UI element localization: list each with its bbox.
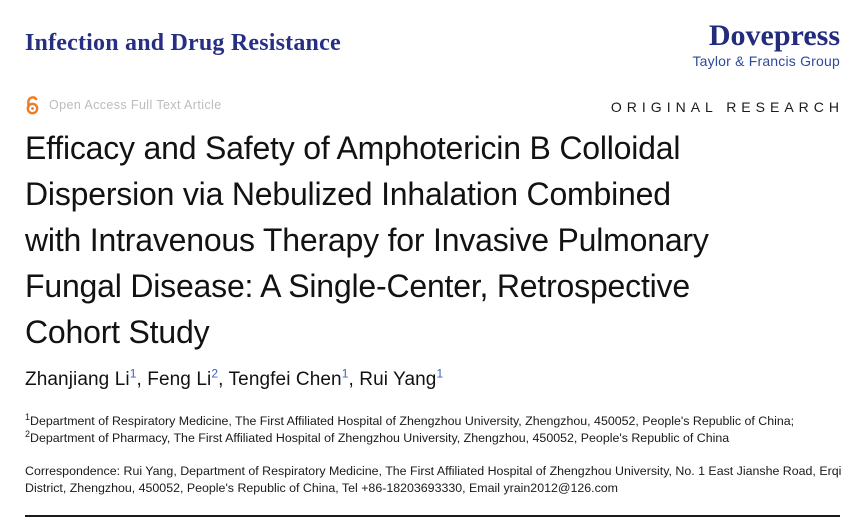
article-title-line: Dispersion via Nebulized Inhalation Comb… xyxy=(25,176,671,212)
article-title: Efficacy and Safety of Amphotericin B Co… xyxy=(25,125,709,355)
author-list: Zhanjiang Li1, Feng Li2, Tengfei Chen1, … xyxy=(25,366,444,391)
article-type-label: ORIGINAL RESEARCH xyxy=(610,99,844,115)
article-title-line: Efficacy and Safety of Amphotericin B Co… xyxy=(25,130,681,166)
author-affiliation-ref: 1 xyxy=(129,366,137,381)
open-access-row: Open Access Full Text Article xyxy=(24,95,222,115)
open-access-label: Open Access Full Text Article xyxy=(49,98,222,112)
affiliation-line: 2Department of Pharmacy, The First Affil… xyxy=(25,428,730,445)
article-title-line: Fungal Disease: A Single-Center, Retrosp… xyxy=(25,268,690,304)
publisher-name: Dovepress xyxy=(708,19,840,52)
author-name: Tengfei Chen xyxy=(228,369,342,390)
author-name: Rui Yang xyxy=(359,369,437,390)
open-access-lock-icon xyxy=(24,95,41,115)
publisher-logo: Dovepress Taylor & Francis Group xyxy=(692,20,840,69)
affiliation-ref: 1 xyxy=(25,411,31,422)
author-separator: , xyxy=(136,369,148,390)
author-separator: , xyxy=(218,369,229,390)
article-title-line: Cohort Study xyxy=(25,314,210,350)
journal-title: Infection and Drug Resistance xyxy=(25,30,341,56)
author-affiliation-ref: 1 xyxy=(341,366,349,381)
article-title-line: with Intravenous Therapy for Invasive Pu… xyxy=(25,222,709,258)
author-affiliation-ref: 2 xyxy=(211,366,219,381)
author-name: Feng Li xyxy=(147,369,212,390)
section-divider xyxy=(25,515,840,517)
author-affiliation-ref: 1 xyxy=(436,366,444,381)
publisher-tagline: Taylor & Francis Group xyxy=(692,52,840,69)
author-separator: , xyxy=(348,369,360,390)
author-name: Zhanjiang Li xyxy=(25,369,130,390)
affiliation-list: 1Department of Respiratory Medicine, The… xyxy=(25,411,855,446)
affiliation-ref: 2 xyxy=(25,428,31,439)
correspondence-text: Correspondence: Rui Yang, Department of … xyxy=(25,464,842,495)
affiliation-line: 1Department of Respiratory Medicine, The… xyxy=(25,411,795,428)
